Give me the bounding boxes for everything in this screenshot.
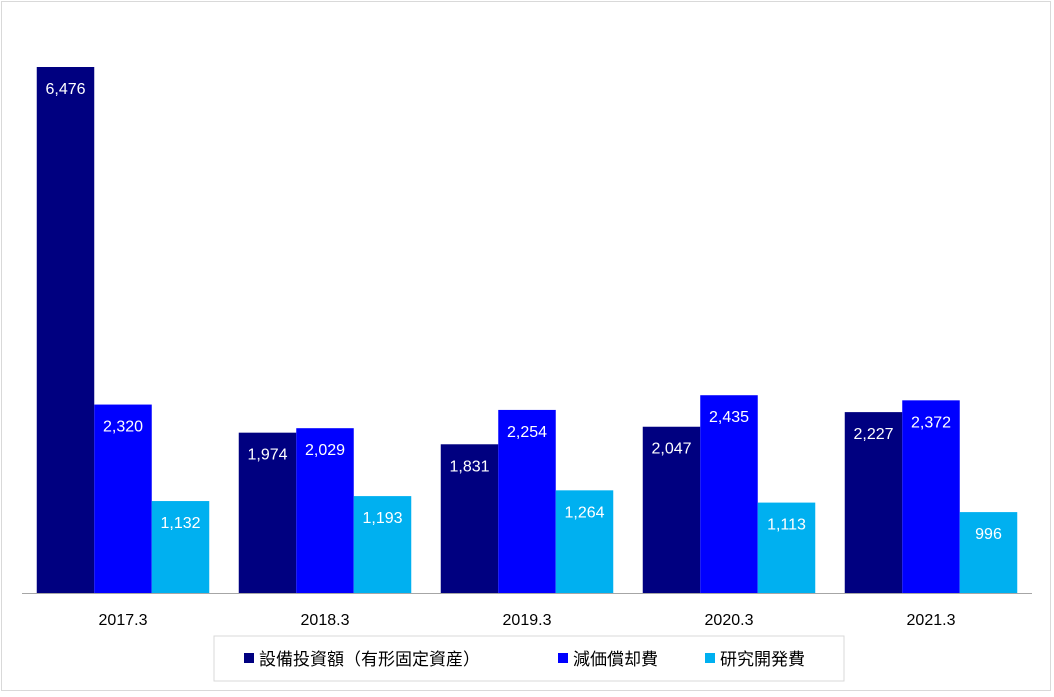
legend-label-series-1: 設備投資額（有形固定資産）	[259, 650, 480, 670]
data-label-2018.3-series-1: 1,974	[247, 447, 287, 464]
bar-2018.3-series-2	[296, 428, 354, 593]
bar-2020.3-series-3	[757, 502, 816, 593]
bar-2017.3-series-2	[94, 404, 152, 593]
bar-2021.3-series-3	[959, 512, 1018, 593]
data-label-2021.3-series-3: 996	[975, 526, 1002, 543]
legend-swatch-series-2	[558, 653, 568, 663]
bar-2019.3-series-1	[440, 444, 499, 593]
data-label-2018.3-series-2: 2,029	[305, 442, 345, 459]
data-label-2018.3-series-3: 1,193	[362, 510, 402, 527]
legend-label-series-3: 研究開発費	[720, 650, 805, 670]
x-tick-label-2017.3: 2017.3	[99, 612, 148, 629]
bar-2021.3-series-2	[902, 400, 960, 593]
data-labels-layer: 6,476 2,320 1,132 1,974 2,029 1,193 1,831 2,254…	[45, 81, 1001, 543]
x-tick-label-2019.3: 2019.3	[503, 612, 552, 629]
legend-box	[213, 635, 845, 682]
data-label-2019.3-series-2: 2,254	[507, 424, 547, 441]
bar-2018.3-series-1	[238, 432, 297, 593]
bar-2017.3-series-1	[36, 67, 95, 593]
bar-2020.3-series-1	[642, 426, 701, 593]
bar-2019.3-series-2	[498, 409, 556, 593]
data-label-2017.3-series-2: 2,320	[103, 419, 143, 436]
legend-swatch-series-3	[705, 653, 715, 663]
data-label-2017.3-series-3: 1,132	[160, 515, 200, 532]
legend-label-series-2: 減価償却費	[573, 650, 658, 670]
data-label-2020.3-series-3: 1,113	[767, 517, 806, 534]
legend-swatch-series-1	[244, 653, 254, 663]
data-label-2017.3-series-1: 6,476	[45, 81, 85, 98]
x-tick-label-2021.3: 2021.3	[907, 612, 956, 629]
data-label-2020.3-series-2: 2,435	[709, 409, 749, 426]
x-tick-label-2020.3: 2020.3	[705, 612, 754, 629]
bar-2019.3-series-3	[555, 490, 614, 593]
bar-2018.3-series-3	[353, 496, 412, 593]
data-label-2021.3-series-1: 2,227	[853, 426, 893, 443]
bars-layer	[36, 67, 1018, 593]
bar-2020.3-series-2	[700, 395, 758, 593]
x-tick-labels: 2017.3 2018.3 2019.3 2020.3 2021.3	[99, 612, 956, 629]
data-label-2021.3-series-2: 2,372	[911, 414, 951, 431]
data-label-2019.3-series-1: 1,831	[449, 458, 489, 475]
legend: 設備投資額（有形固定資産） 減価償却費 研究開発費	[213, 635, 845, 682]
x-tick-label-2018.3: 2018.3	[301, 612, 350, 629]
data-label-2019.3-series-3: 1,264	[564, 504, 604, 521]
data-label-2020.3-series-1: 2,047	[651, 441, 691, 458]
bar-2021.3-series-1	[844, 412, 903, 593]
bar-2017.3-series-3	[151, 501, 210, 593]
